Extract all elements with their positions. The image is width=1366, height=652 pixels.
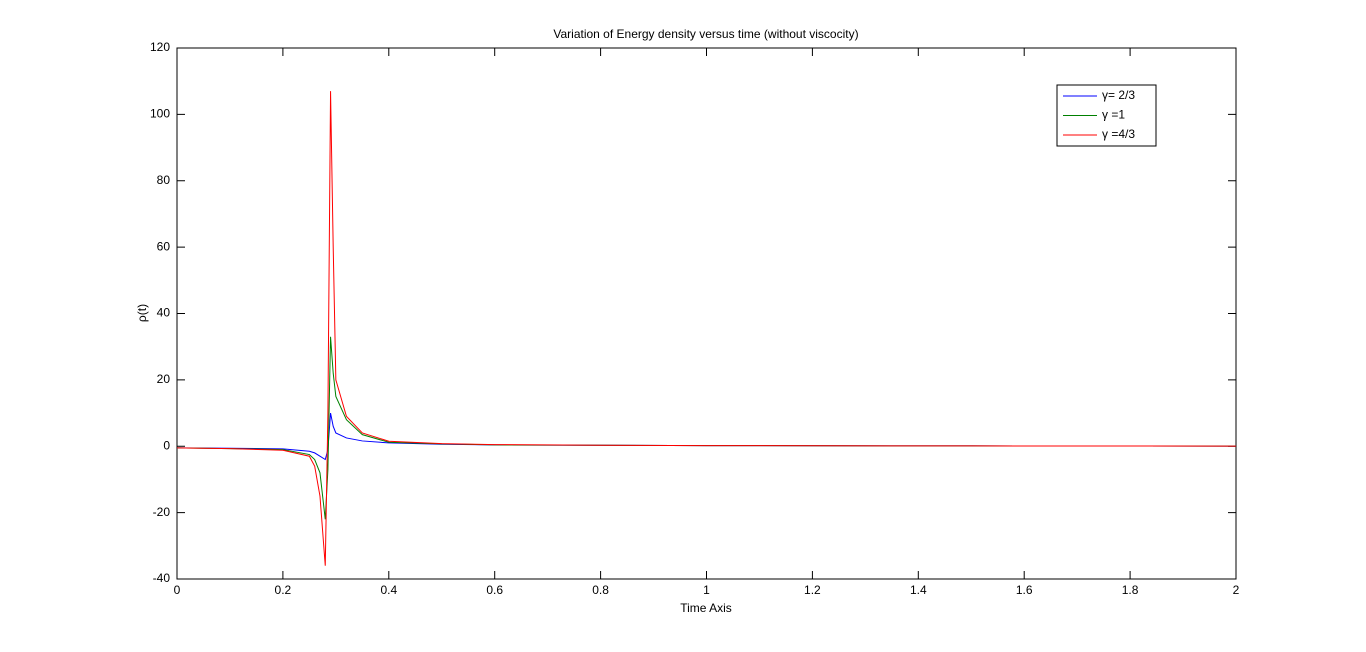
y-tick-label: 80 — [157, 173, 171, 187]
legend-label: γ= 2/3 — [1102, 88, 1135, 102]
y-tick-label: 40 — [157, 306, 171, 320]
x-tick-label: 1.4 — [910, 583, 927, 597]
series-line — [176, 91, 1237, 566]
x-tick-label: 0.2 — [275, 583, 292, 597]
chart-title: Variation of Energy density versus time … — [553, 27, 858, 41]
y-tick-label: 20 — [157, 372, 171, 386]
x-tick-label: 1.6 — [1016, 583, 1033, 597]
y-tick-label: 120 — [150, 40, 170, 54]
y-tick-label: -20 — [153, 505, 171, 519]
x-tick-label: 0.8 — [592, 583, 609, 597]
legend-label: γ =1 — [1102, 108, 1125, 122]
x-tick-label: 0.6 — [486, 583, 503, 597]
y-tick-label: 0 — [163, 438, 170, 452]
y-tick-label: 100 — [150, 107, 170, 121]
x-axis-label: Time Axis — [680, 601, 732, 615]
x-tick-label: 0 — [174, 583, 181, 597]
legend-label: γ =4/3 — [1102, 127, 1135, 141]
y-axis-label: ρ(t) — [135, 304, 149, 322]
x-tick-label: 1.8 — [1122, 583, 1139, 597]
x-tick-label: 2 — [1233, 583, 1240, 597]
x-tick-label: 1.2 — [804, 583, 821, 597]
y-tick-label: 60 — [157, 239, 171, 253]
x-tick-label: 0.4 — [380, 583, 397, 597]
x-tick-label: 1 — [703, 583, 710, 597]
y-tick-label: -40 — [153, 571, 171, 585]
